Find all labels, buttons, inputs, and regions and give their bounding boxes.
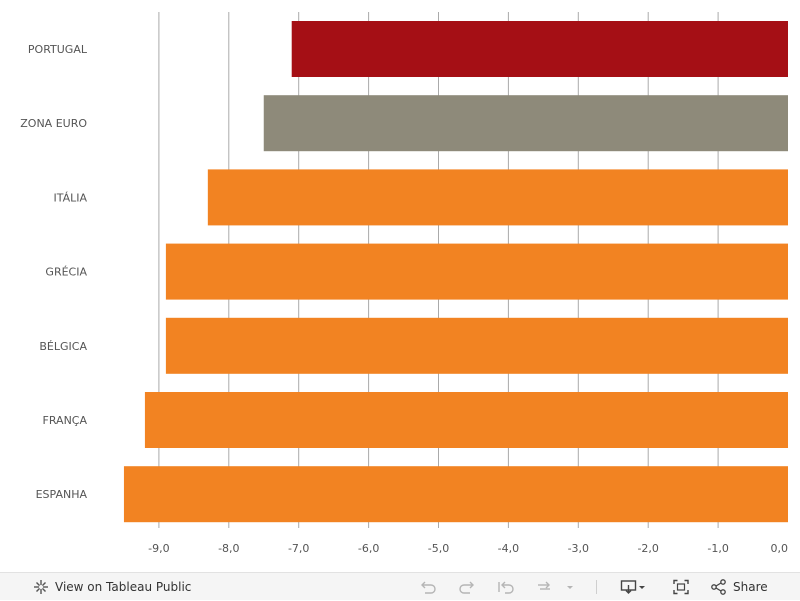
tableau-icon xyxy=(34,580,48,594)
view-on-tableau-link[interactable]: View on Tableau Public xyxy=(33,573,191,601)
toolbar-divider xyxy=(596,580,597,594)
revert-button[interactable] xyxy=(497,573,515,601)
bar-chart: PORTUGAL ZONA EURO ITÁLIA GRÉCIA BÉLGICA FRAN… xyxy=(20,12,789,555)
bar-frança[interactable] xyxy=(144,392,789,448)
download-button[interactable] xyxy=(620,573,646,601)
bar-zona-euro[interactable] xyxy=(263,95,788,152)
share-label: Share xyxy=(733,580,768,594)
dropdown-icon xyxy=(567,586,573,589)
x-axis-tick-labels: -9,0 -8,0 -7,0 -6,0 -5,0 -4,0 -3,0 -2,0 -1,0 0,0 xyxy=(148,542,788,555)
redo-icon xyxy=(459,581,474,594)
category-label: ESPANHA xyxy=(36,488,88,501)
category-label: BÉLGICA xyxy=(39,340,87,353)
download-icon xyxy=(620,580,645,594)
category-label: FRANÇA xyxy=(43,414,88,427)
revert-icon xyxy=(498,581,514,594)
category-label: ITÁLIA xyxy=(53,191,87,204)
bar-bélgica[interactable] xyxy=(165,317,788,374)
x-tick-label: -5,0 xyxy=(428,542,449,555)
undo-icon xyxy=(421,581,436,594)
bar-itália[interactable] xyxy=(207,169,788,226)
refresh-button[interactable] xyxy=(535,573,553,601)
x-tick-label: -2,0 xyxy=(637,542,658,555)
refresh-icon xyxy=(538,581,550,590)
x-tick-label: -3,0 xyxy=(568,542,589,555)
bar-espanha[interactable] xyxy=(123,466,788,523)
x-tick-label: -8,0 xyxy=(218,542,239,555)
share-button[interactable]: Share xyxy=(710,573,768,601)
refresh-dropdown-button[interactable] xyxy=(565,573,575,601)
undo-button[interactable] xyxy=(419,573,437,601)
x-tick-label: -1,0 xyxy=(707,542,728,555)
tableau-toolbar: View on Tableau Public xyxy=(0,572,800,600)
category-label: PORTUGAL xyxy=(28,43,88,56)
x-tick-label: -4,0 xyxy=(498,542,519,555)
x-tick-label: -9,0 xyxy=(148,542,169,555)
category-label: GRÉCIA xyxy=(45,266,87,279)
bar-grécia[interactable] xyxy=(165,243,788,300)
fullscreen-icon xyxy=(673,579,689,595)
fullscreen-button[interactable] xyxy=(672,573,690,601)
bars xyxy=(123,21,789,523)
category-labels: PORTUGAL ZONA EURO ITÁLIA GRÉCIA BÉLGICA FRAN… xyxy=(20,43,88,501)
x-tick-label: 0,0 xyxy=(771,542,789,555)
redo-button[interactable] xyxy=(458,573,476,601)
x-tick-label: -6,0 xyxy=(358,542,379,555)
category-label: ZONA EURO xyxy=(20,117,87,130)
view-on-tableau-label: View on Tableau Public xyxy=(55,580,192,594)
share-icon xyxy=(711,579,726,595)
x-tick-label: -7,0 xyxy=(288,542,309,555)
bar-portugal[interactable] xyxy=(291,21,788,77)
